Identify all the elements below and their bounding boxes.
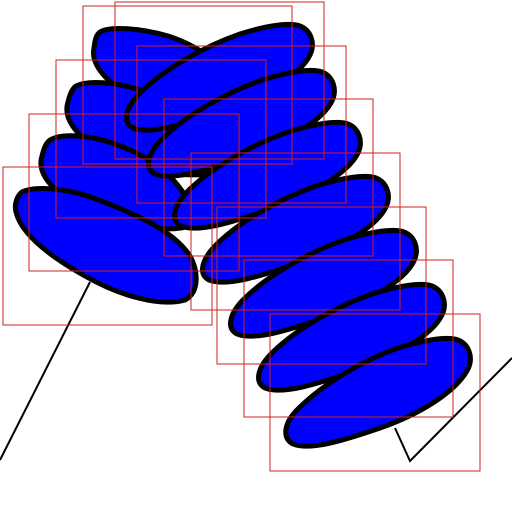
bounding-box-right-3 [163, 98, 374, 257]
bounding-box-left-4 [2, 166, 213, 326]
blob-right-2 [146, 67, 337, 179]
left-connector-line [0, 281, 91, 461]
bounding-box-layer [2, 1, 481, 472]
connector-lines [0, 281, 512, 463]
bounding-box-right-7 [269, 313, 481, 472]
bounding-box-left-1 [82, 5, 293, 165]
blob-left-4 [12, 186, 199, 305]
blob-right-7 [283, 335, 473, 449]
blob-right-1 [124, 21, 315, 133]
bounding-box-left-3 [28, 113, 240, 272]
bounding-box-right-1 [114, 1, 325, 160]
bounding-box-right-6 [243, 259, 454, 418]
bounding-box-right-5 [216, 206, 427, 365]
bounding-box-left-2 [55, 59, 267, 219]
right-connector-line [394, 357, 512, 463]
bounding-box-right-2 [136, 45, 347, 204]
right-blob-stack [124, 21, 473, 449]
blob-right-3 [172, 119, 363, 231]
bounding-box-right-4 [190, 152, 401, 311]
